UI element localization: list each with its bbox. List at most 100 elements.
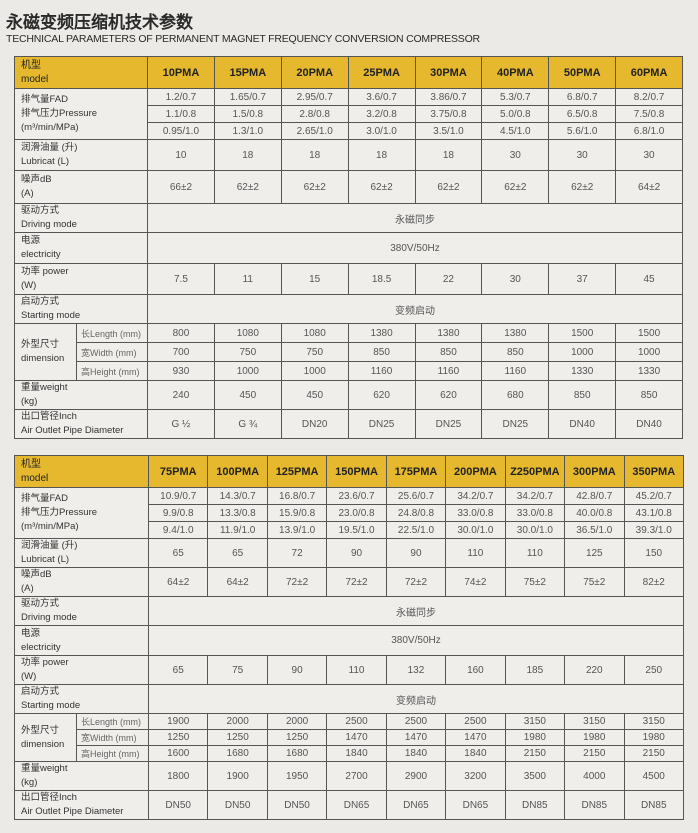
fad-cell: 3.5/1.0: [414, 122, 483, 140]
dimension-sub-label: 高Height (mm): [76, 361, 148, 381]
model-cell: 100PMA: [207, 455, 268, 488]
dimension-cell: 1470: [445, 729, 506, 746]
label-text: electricity: [21, 641, 61, 653]
power-cell: 132: [385, 655, 447, 685]
dimension-cell: 2150: [623, 745, 684, 762]
dimension-cell: 2500: [385, 713, 447, 730]
lubricat-cell: 110: [504, 538, 566, 568]
dimension-cell: 1000: [615, 342, 683, 362]
weight-cell: 850: [548, 380, 617, 410]
noise-cell: 62±2: [280, 170, 349, 204]
label-text: 排气量FAD: [21, 94, 68, 105]
fad-cell: 5.3/0.7: [481, 88, 550, 106]
weight-cell: 620: [347, 380, 416, 410]
label-text: 功率 power: [21, 657, 69, 668]
table-row: 机型 model 75PMA 100PMA 125PMA 150PMA 175PMA 200P…: [14, 455, 684, 488]
model-cell: 300PMA: [564, 455, 625, 488]
lubricat-cell: 72: [266, 538, 328, 568]
table-row: 润滑油量 (升) Lubricat (L) 10 18 18 18 18 30 30 30: [14, 139, 683, 171]
label-text: (W): [21, 280, 37, 291]
model-cell: Z250PMA: [504, 455, 566, 488]
lubricat-cell: 150: [623, 538, 684, 568]
fad-cell: 33.0/0.8: [504, 504, 566, 522]
label-text: electricity: [21, 249, 61, 260]
fad-cell: 24.8/0.8: [385, 504, 447, 522]
table-row: 电源 electricity 380V/50Hz: [14, 232, 683, 264]
label-text: 启动方式: [21, 296, 60, 307]
fad-cell: 1.1/0.8: [147, 105, 215, 123]
table-row: 宽Width (mm) 1250 1250 1250 1470 1470 1470 1980 1…: [15, 729, 684, 746]
label-text: 润滑油量 (升): [21, 540, 78, 551]
noise-cell: 72±2: [266, 567, 328, 597]
label-text: Driving mode: [21, 612, 77, 623]
weight-cell: 3200: [445, 761, 506, 791]
label-text: dimension: [21, 353, 65, 364]
fad-cell: 7.5/0.8: [615, 105, 683, 123]
row-label-noise: 噪声dB (A): [14, 170, 148, 204]
noise-cell: 75±2: [564, 567, 625, 597]
table-row: 1.1/0.8 1.5/0.8 2.8/0.8 3.2/0.8 3.75/0.8 5.0/…: [15, 105, 683, 123]
spec-table-1: 机型 model 10PMA 15PMA 20PMA 25PMA 30PMA 40PMA 50P…: [14, 56, 683, 439]
page-title-en: TECHNICAL PARAMETERS OF PERMANENT MAGNET…: [6, 33, 480, 45]
power-cell: 30: [481, 263, 550, 295]
model-cell: 30PMA: [414, 56, 483, 89]
dimension-cell: 2000: [266, 713, 328, 730]
weight-cell: 1950: [266, 761, 328, 791]
row-label-dimension: 外型尺寸 dimension: [14, 713, 77, 762]
power-cell: 22: [414, 263, 483, 295]
outlet-cell: G ¾: [213, 409, 282, 439]
power-cell: 65: [147, 655, 209, 685]
model-cell: 40PMA: [481, 56, 550, 89]
starting-value: 变频启动: [147, 294, 683, 324]
label-text: 重量weight: [21, 763, 68, 774]
power-cell: 90: [266, 655, 328, 685]
noise-cell: 62±2: [548, 170, 617, 204]
dimension-cell: 850: [414, 342, 483, 362]
dimension-cell: 1250: [147, 729, 209, 746]
noise-cell: 62±2: [481, 170, 550, 204]
label-text: 噪声dB: [21, 569, 52, 580]
label-text: 润滑油量 (升): [21, 142, 78, 153]
fad-cell: 3.2/0.8: [347, 105, 416, 123]
fad-cell: 19.5/1.0: [326, 521, 387, 539]
table-row: 驱动方式 Driving mode 永磁同步: [14, 203, 683, 233]
row-label-starting: 启动方式 Starting mode: [14, 684, 149, 714]
row-label-driving: 驱动方式 Driving mode: [14, 596, 149, 626]
dimension-cell: 1330: [548, 361, 617, 381]
outlet-cell: DN65: [385, 790, 447, 820]
label-text: 外型尺寸: [21, 724, 60, 736]
label-text: 功率 power: [21, 266, 69, 277]
dimension-cell: 2150: [504, 745, 566, 762]
dimension-sub-label: 宽Width (mm): [76, 729, 149, 746]
label-text: Starting mode: [21, 310, 81, 321]
table-row: 9.4/1.0 11.9/1.0 13.9/1.0 19.5/1.0 22.5/1.0 3…: [15, 521, 684, 539]
lubricat-cell: 90: [326, 538, 387, 568]
table-row: 重量weight (kg) 240 450 450 620 620 680 850 850: [14, 380, 683, 410]
fad-cell: 8.2/0.7: [615, 88, 683, 106]
fad-cell: 6.8/0.7: [548, 88, 617, 106]
model-cell: 125PMA: [266, 455, 328, 488]
table-row: 高Height (mm) 930 1000 1000 1160 1160 1160 1330 1…: [15, 361, 683, 381]
table-row: 机型 model 10PMA 15PMA 20PMA 25PMA 30PMA 40PMA 50P…: [14, 56, 683, 89]
power-cell: 160: [445, 655, 506, 685]
dimension-cell: 1380: [481, 323, 550, 343]
outlet-cell: DN65: [326, 790, 387, 820]
outlet-cell: DN50: [207, 790, 268, 820]
weight-cell: 620: [414, 380, 483, 410]
row-label-power: 功率 power (W): [14, 263, 148, 295]
outlet-cell: G ½: [147, 409, 215, 439]
label-text: Lubricat (L): [21, 156, 70, 167]
row-label-fad: 排气量FAD 排气压力Pressure (m³/min/MPa): [14, 487, 149, 539]
lubricat-cell: 125: [564, 538, 625, 568]
fad-cell: 36.5/1.0: [564, 521, 625, 539]
dimension-cell: 1330: [615, 361, 683, 381]
weight-cell: 850: [615, 380, 683, 410]
outlet-cell: DN20: [280, 409, 349, 439]
dimension-cell: 2500: [326, 713, 387, 730]
row-label-weight: 重量weight (kg): [14, 380, 148, 410]
label-text: model: [21, 472, 49, 484]
lubricat-cell: 65: [147, 538, 209, 568]
label-text: model: [21, 73, 49, 85]
row-label-power: 功率 power (W): [14, 655, 149, 685]
table-row: 宽Width (mm) 700 750 750 850 850 850 1000 1000: [15, 342, 683, 362]
